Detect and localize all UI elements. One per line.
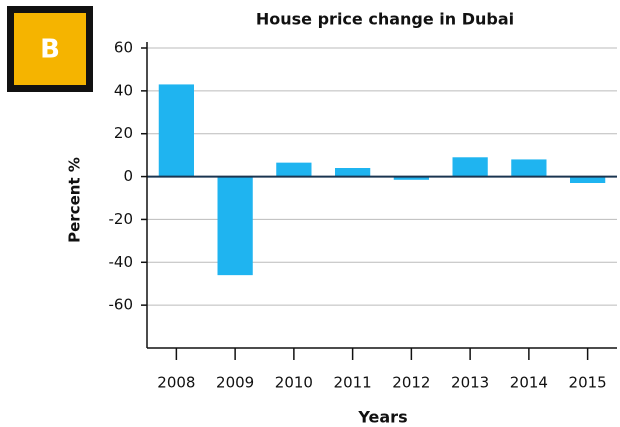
bar	[158, 84, 194, 177]
x-tick-label: 2009	[216, 374, 254, 392]
bar	[452, 157, 488, 177]
badge	[14, 13, 86, 85]
x-tick-label: 2010	[275, 374, 313, 392]
y-tick-label: 20	[114, 124, 133, 142]
badge-label: B	[40, 35, 60, 65]
x-axis-title: Years	[357, 408, 407, 427]
bar	[393, 176, 429, 180]
y-tick-label: 0	[123, 167, 133, 185]
y-tick-label: -20	[109, 210, 134, 228]
x-tick-label: 2015	[569, 374, 607, 392]
bar	[335, 168, 371, 177]
y-tick-label: -60	[109, 296, 134, 314]
y-tick-label: -40	[109, 253, 134, 271]
y-tick-label: 40	[114, 81, 133, 99]
chart-title: House price change in Dubai	[256, 10, 514, 29]
x-tick-label: 2013	[451, 374, 489, 392]
bar	[511, 159, 547, 177]
x-tick-label: 2012	[392, 374, 430, 392]
bar	[570, 176, 606, 183]
x-tick-label: 2011	[334, 374, 372, 392]
y-tick-label: 60	[114, 39, 133, 57]
y-axis-title: Percent %	[66, 157, 84, 243]
bar	[276, 162, 312, 177]
bar	[217, 176, 253, 276]
x-tick-label: 2014	[510, 374, 548, 392]
x-tick-label: 2008	[157, 374, 195, 392]
